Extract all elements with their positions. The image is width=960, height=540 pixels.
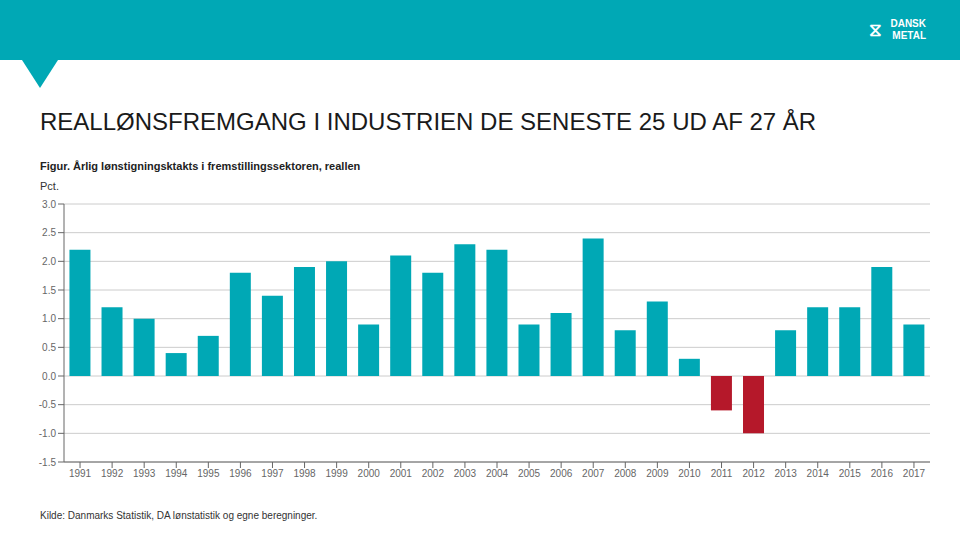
svg-text:2013: 2013 [775, 468, 798, 479]
svg-text:2002: 2002 [422, 468, 445, 479]
html-text:Figur. Årlig lønstigningsktakt: Figur. Årlig lønstigningsktakts i fremst… [40, 160, 361, 172]
svg-text:3.0: 3.0 [42, 199, 56, 210]
html-text:Kilde: Danmarks Statistik, DA: Kilde: Danmarks Statistik, DA lønstatist… [40, 510, 318, 521]
svg-text:0.0: 0.0 [42, 371, 56, 382]
svg-text:2017: 2017 [903, 468, 926, 479]
svg-text:2016: 2016 [871, 468, 894, 479]
svg-text:1993: 1993 [133, 468, 156, 479]
svg-text:2009: 2009 [646, 468, 669, 479]
svg-text:1998: 1998 [293, 468, 316, 479]
svg-text:2003: 2003 [454, 468, 477, 479]
html-text:Pct.: Pct. [40, 180, 59, 192]
svg-text:1.0: 1.0 [42, 313, 56, 324]
svg-text:1995: 1995 [197, 468, 220, 479]
svg-text:2015: 2015 [839, 468, 862, 479]
svg-text:2014: 2014 [807, 468, 830, 479]
svg-text:2007: 2007 [582, 468, 605, 479]
svg-text:-1.5: -1.5 [39, 457, 57, 468]
svg-text:2.0: 2.0 [42, 256, 56, 267]
html-text:METAL: METAL [892, 30, 926, 41]
svg-text:-1.0: -1.0 [39, 428, 57, 439]
svg-text:1997: 1997 [261, 468, 284, 479]
svg-text:2010: 2010 [678, 468, 701, 479]
svg-text:2001: 2001 [390, 468, 413, 479]
html-text:REALLØNSFREMGANG I INDUSTRIEN: REALLØNSFREMGANG I INDUSTRIEN DE SENESTE… [40, 108, 817, 135]
svg-text:-0.5: -0.5 [39, 399, 57, 410]
svg-text:2005: 2005 [518, 468, 541, 479]
svg-text:2006: 2006 [550, 468, 573, 479]
svg-text:1992: 1992 [101, 468, 124, 479]
svg-text:1991: 1991 [69, 468, 92, 479]
svg-text:2008: 2008 [614, 468, 637, 479]
svg-text:2011: 2011 [711, 468, 733, 479]
html-text:⧖ DANSK: ⧖ DANSK [869, 18, 926, 41]
svg-text:2004: 2004 [486, 468, 509, 479]
svg-text:0.5: 0.5 [42, 342, 56, 353]
svg-text:2.5: 2.5 [42, 227, 56, 238]
svg-text:2012: 2012 [742, 468, 765, 479]
svg-text:1996: 1996 [229, 468, 252, 479]
svg-text:2000: 2000 [358, 468, 381, 479]
svg-text:1999: 1999 [326, 468, 349, 479]
svg-text:1994: 1994 [165, 468, 188, 479]
svg-text:1.5: 1.5 [42, 285, 56, 296]
